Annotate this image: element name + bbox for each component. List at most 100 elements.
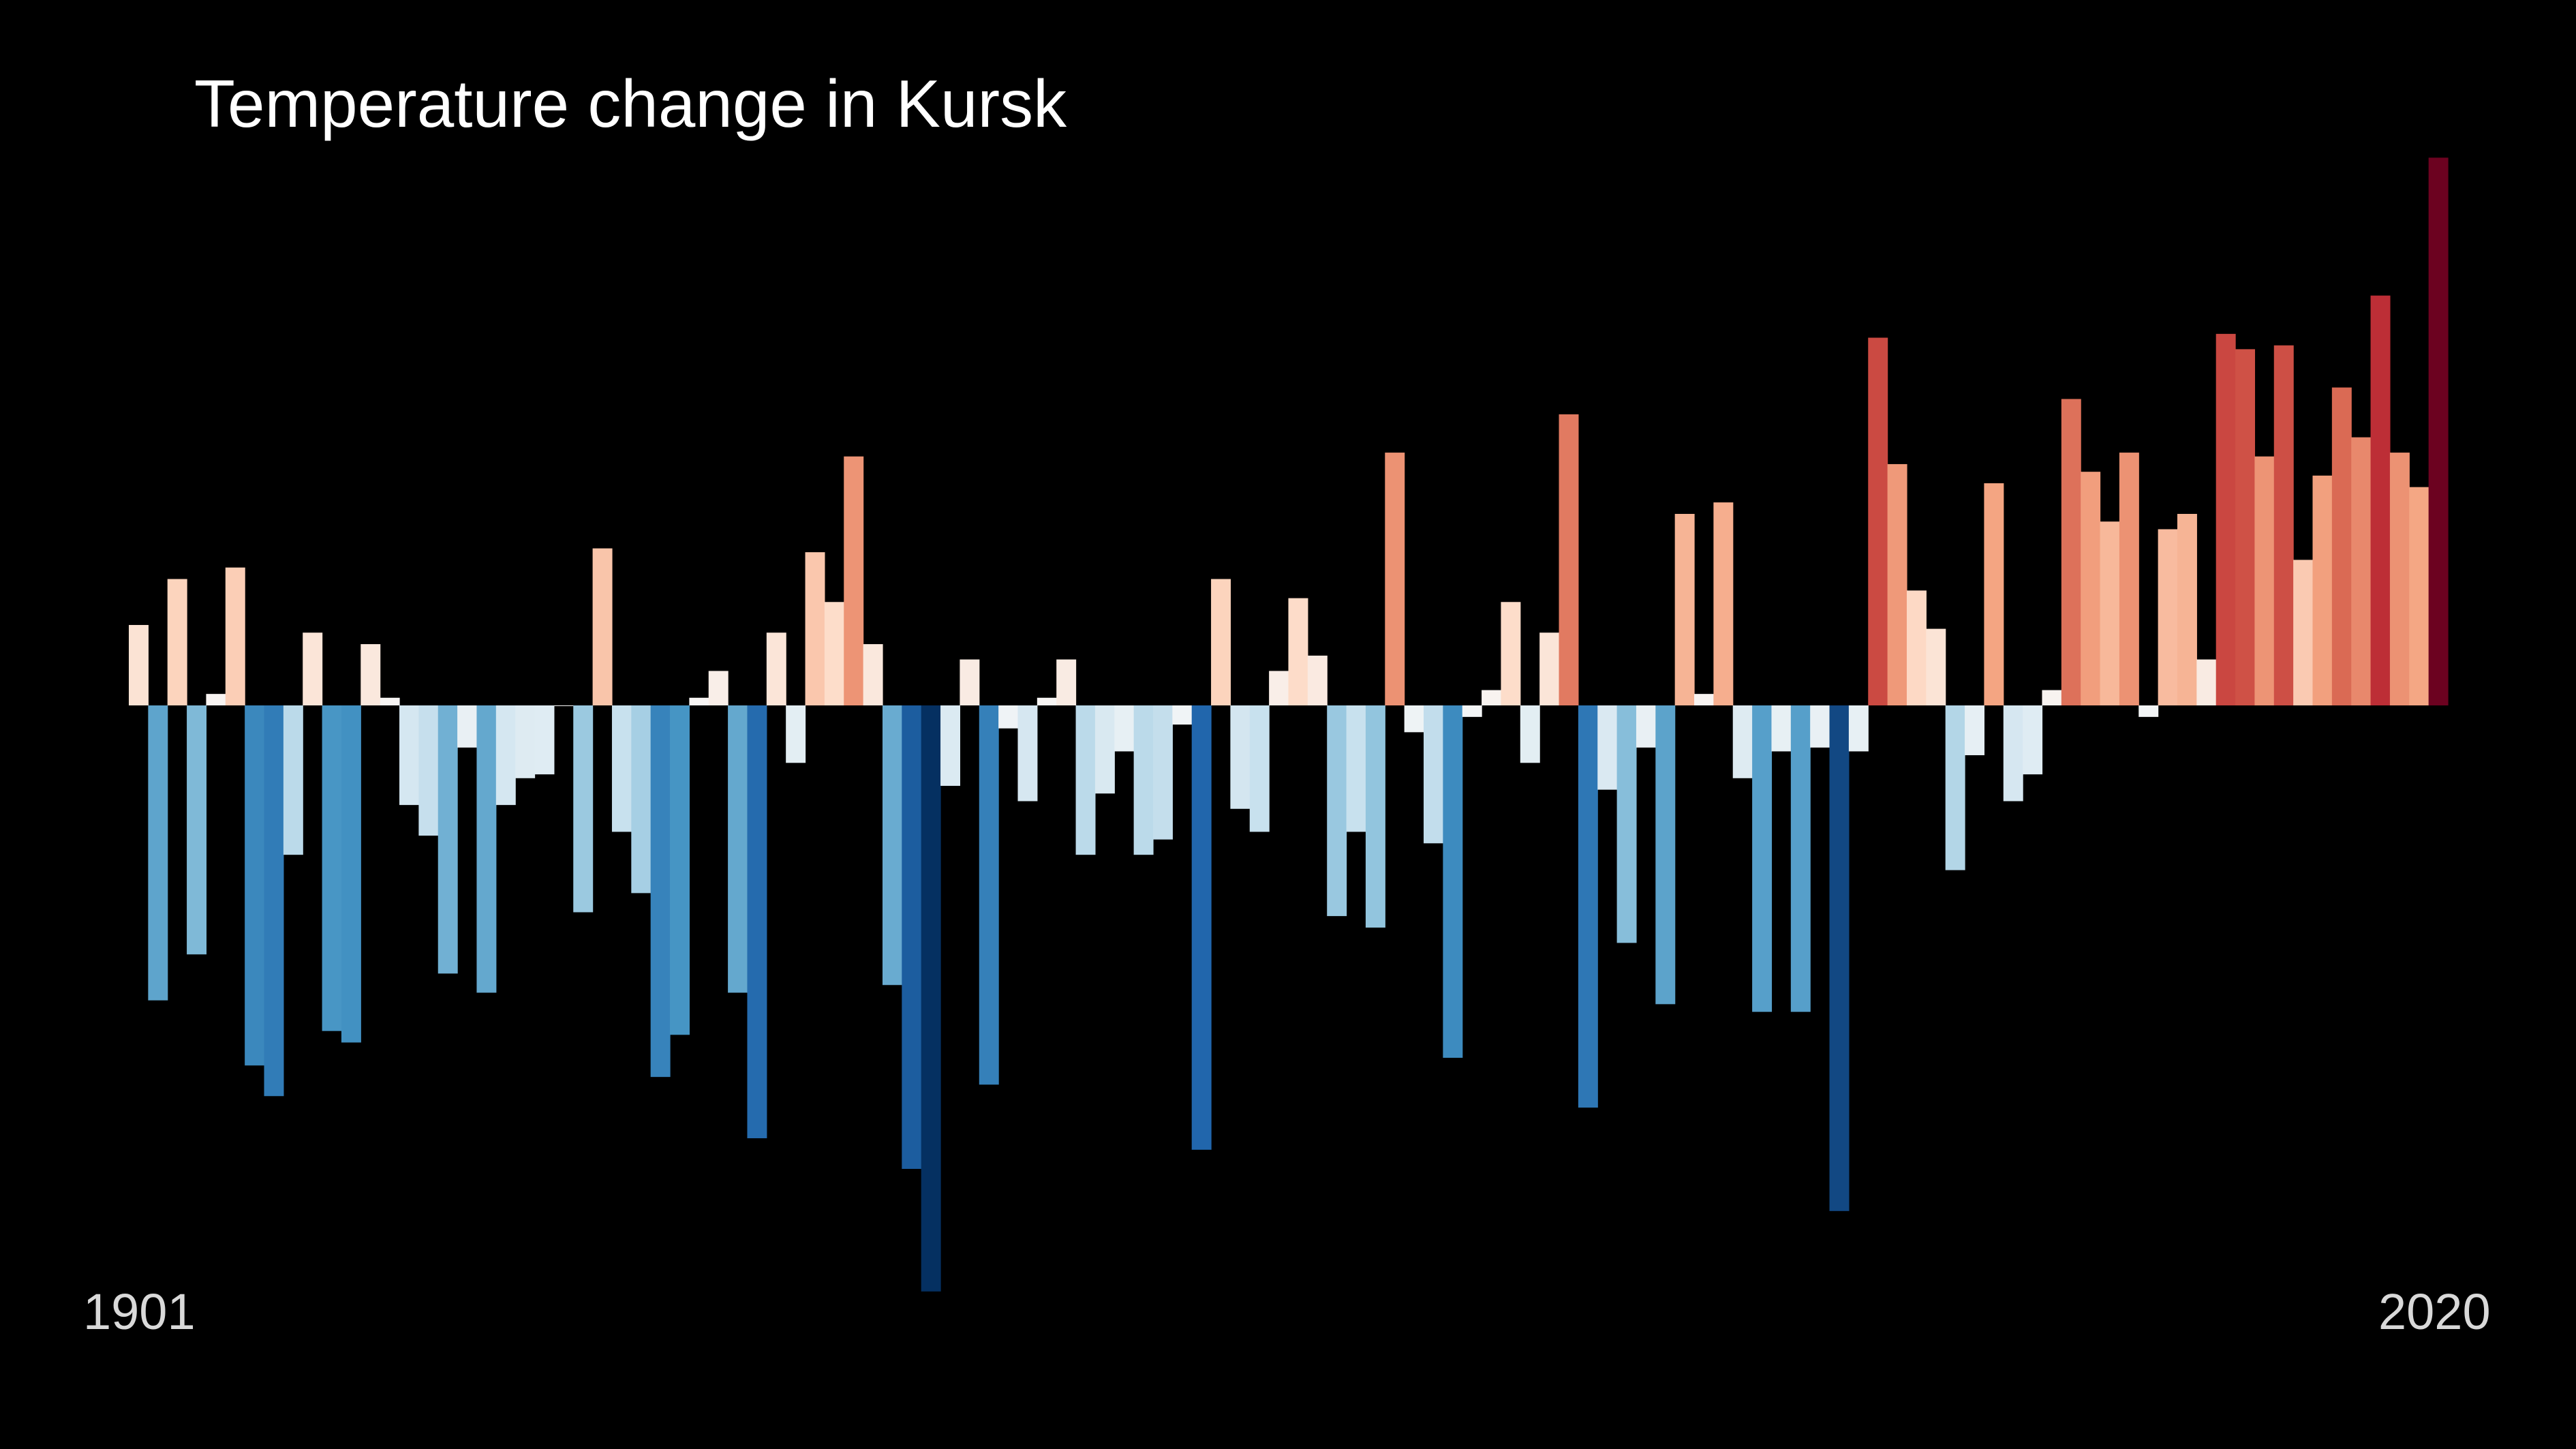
bar-1959 [1249, 705, 1270, 832]
bar-1902 [148, 705, 168, 1001]
bar-1977 [1597, 705, 1618, 790]
bar-1975 [1559, 414, 1579, 705]
bar-1915 [399, 705, 419, 806]
bar-1989 [1829, 705, 1850, 1211]
bar-1968 [1424, 705, 1443, 844]
bar-1912 [341, 705, 361, 1043]
x-tick-label-start: 1901 [83, 1283, 196, 1340]
bar-2016 [2351, 437, 2372, 705]
bar-1919 [476, 705, 497, 993]
bar-1905 [206, 694, 226, 705]
bar-1908 [264, 705, 284, 1097]
bar-2002 [2081, 472, 2101, 705]
bar-1981 [1674, 514, 1695, 705]
bar-1927 [631, 705, 651, 894]
bar-1903 [167, 579, 187, 705]
bar-2018 [2389, 453, 2410, 705]
bar-1914 [380, 697, 400, 705]
bar-1920 [495, 705, 516, 806]
bar-2004 [2119, 453, 2139, 705]
bar-1923 [553, 705, 574, 706]
bar-1901 [129, 624, 149, 705]
bar-1918 [457, 705, 478, 748]
bar-1930 [689, 697, 709, 705]
bar-1960 [1269, 671, 1289, 705]
bar-2012 [2273, 345, 2294, 706]
bar-2009 [2215, 333, 2236, 705]
bar-1924 [573, 705, 594, 913]
bar-1978 [1616, 705, 1637, 943]
bar-1944 [960, 659, 980, 705]
bar-1925 [592, 548, 613, 705]
bar-1992 [1887, 463, 1907, 705]
bar-series [129, 157, 2449, 1292]
bar-2006 [2158, 529, 2178, 705]
bar-1972 [1501, 602, 1521, 705]
bar-1973 [1520, 705, 1540, 763]
bar-1994 [1926, 628, 1946, 705]
bar-1999 [2023, 705, 2043, 775]
bar-1950 [1075, 705, 1096, 855]
bar-2013 [2293, 560, 2314, 705]
bar-1938 [844, 456, 864, 705]
chart-title: Temperature change in Kursk [194, 66, 1067, 141]
bar-1956 [1191, 705, 1212, 1150]
bar-1931 [708, 671, 729, 705]
bar-1935 [786, 705, 806, 763]
bar-1921 [515, 705, 536, 778]
bar-1958 [1230, 705, 1251, 809]
bar-1993 [1906, 590, 1927, 705]
bar-1976 [1578, 705, 1598, 1108]
bar-1971 [1482, 690, 1502, 705]
bar-1916 [418, 705, 439, 836]
bar-1991 [1868, 337, 1888, 706]
bar-1948 [1037, 697, 1057, 705]
bar-1986 [1771, 705, 1792, 752]
bar-1995 [1945, 705, 1965, 870]
bar-1996 [1965, 705, 1984, 756]
bar-1926 [611, 705, 632, 832]
bar-2015 [2331, 387, 2352, 705]
bar-2008 [2196, 659, 2217, 705]
bar-1929 [670, 705, 690, 1035]
bar-2011 [2254, 456, 2275, 705]
bar-1953 [1133, 705, 1154, 855]
bar-1906 [225, 567, 245, 705]
bar-1911 [322, 705, 342, 1031]
bar-1980 [1655, 705, 1676, 1005]
bar-1936 [805, 552, 825, 705]
bar-2010 [2235, 349, 2256, 705]
bar-1933 [747, 705, 767, 1139]
bar-1946 [998, 705, 1019, 729]
bar-1964 [1346, 705, 1366, 832]
bar-1966 [1385, 453, 1405, 705]
bar-2014 [2312, 475, 2333, 705]
bar-2007 [2177, 514, 2197, 705]
bar-1909 [283, 705, 303, 855]
bar-1997 [1984, 483, 2004, 705]
bar-1945 [979, 705, 999, 1085]
bar-2017 [2370, 295, 2391, 705]
bar-1940 [882, 705, 902, 986]
bar-1922 [534, 705, 555, 775]
bar-1988 [1810, 705, 1830, 748]
bar-1904 [187, 705, 207, 955]
bar-2020 [2428, 157, 2449, 706]
bar-1957 [1211, 579, 1231, 705]
bar-1942 [921, 705, 941, 1292]
bar-1951 [1094, 705, 1115, 794]
bar-1965 [1365, 705, 1385, 928]
bar-1990 [1848, 705, 1869, 752]
bar-1910 [303, 632, 323, 705]
bar-1983 [1713, 502, 1734, 705]
bar-2000 [2042, 690, 2062, 705]
bar-1998 [2003, 705, 2023, 802]
bar-1984 [1732, 705, 1753, 778]
bar-1928 [650, 705, 671, 1078]
bar-2003 [2100, 521, 2120, 705]
x-tick-label-end: 2020 [2378, 1283, 2491, 1340]
bar-1954 [1152, 705, 1173, 840]
bar-1947 [1017, 705, 1038, 802]
bar-1907 [245, 705, 265, 1066]
